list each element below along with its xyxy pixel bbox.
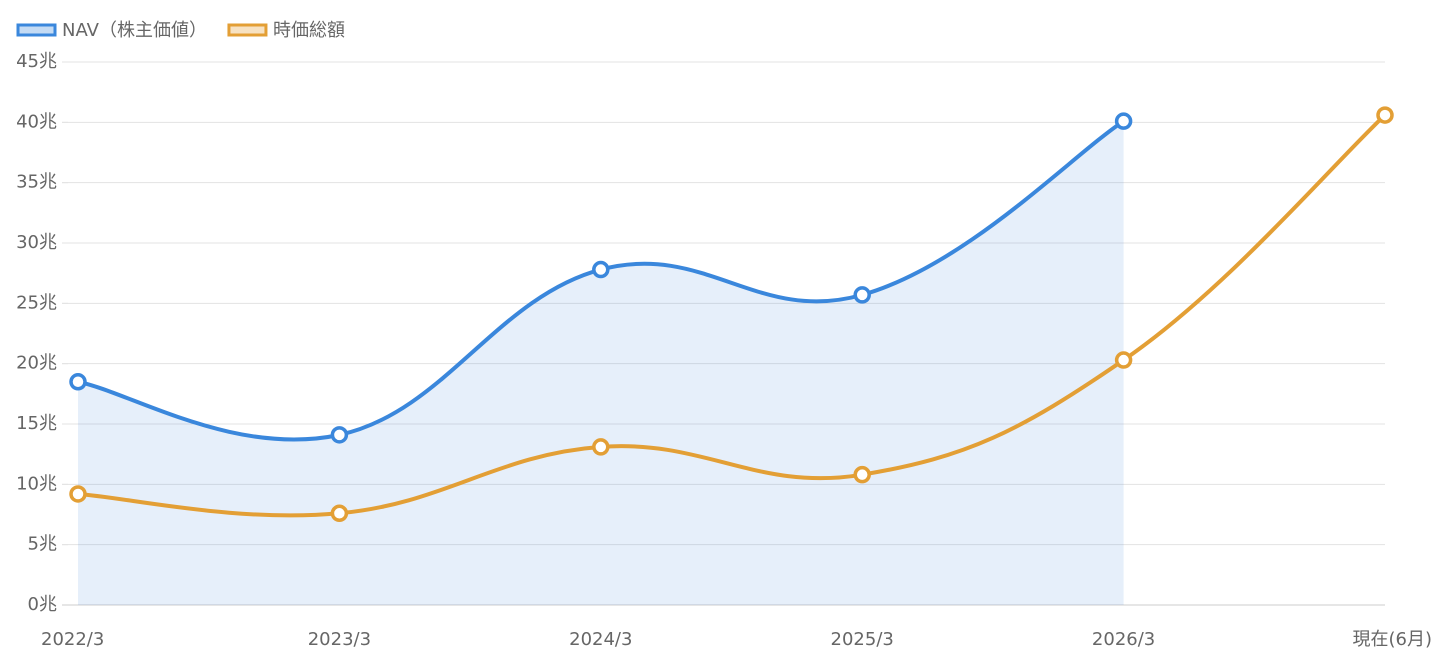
x-tick-label: 2022/3: [41, 629, 104, 650]
y-tick-label: 40兆: [16, 111, 57, 132]
x-tick-label: 2026/3: [1092, 629, 1155, 650]
y-tick-label: 20兆: [16, 353, 57, 374]
point: [592, 260, 610, 279]
legend-label: NAV（株主価値）: [62, 20, 207, 41]
legend-swatch: [16, 23, 57, 37]
legend-label: 時価総額: [273, 20, 345, 41]
point: [330, 426, 349, 444]
point: [1114, 351, 1133, 369]
x-tick-label: 2024/3: [569, 629, 632, 650]
y-tick-label: 45兆: [16, 51, 57, 72]
area: [78, 121, 1124, 606]
x-tick-label: 2025/3: [831, 629, 894, 650]
x-tick-label: 現在(6月): [1353, 629, 1433, 650]
point: [853, 286, 871, 304]
point: [330, 504, 349, 523]
point: [853, 465, 871, 484]
point: [1376, 106, 1394, 124]
y-tick-label: 35兆: [16, 172, 57, 193]
x-tick-label: 2023/3: [308, 629, 371, 650]
y-tick-label: 10兆: [16, 473, 57, 494]
point: [592, 438, 610, 456]
point: [69, 373, 87, 391]
y-tick-label: 5兆: [28, 534, 57, 555]
point: [69, 485, 87, 503]
y-tick-label: 25兆: [16, 292, 57, 313]
y-tick-label: 15兆: [16, 413, 57, 434]
point: [1114, 112, 1133, 130]
y-tick-label: 30兆: [16, 232, 57, 253]
legend-swatch: [227, 23, 268, 37]
line: [77, 113, 1387, 518]
y-tick-label: 0兆: [28, 594, 57, 615]
